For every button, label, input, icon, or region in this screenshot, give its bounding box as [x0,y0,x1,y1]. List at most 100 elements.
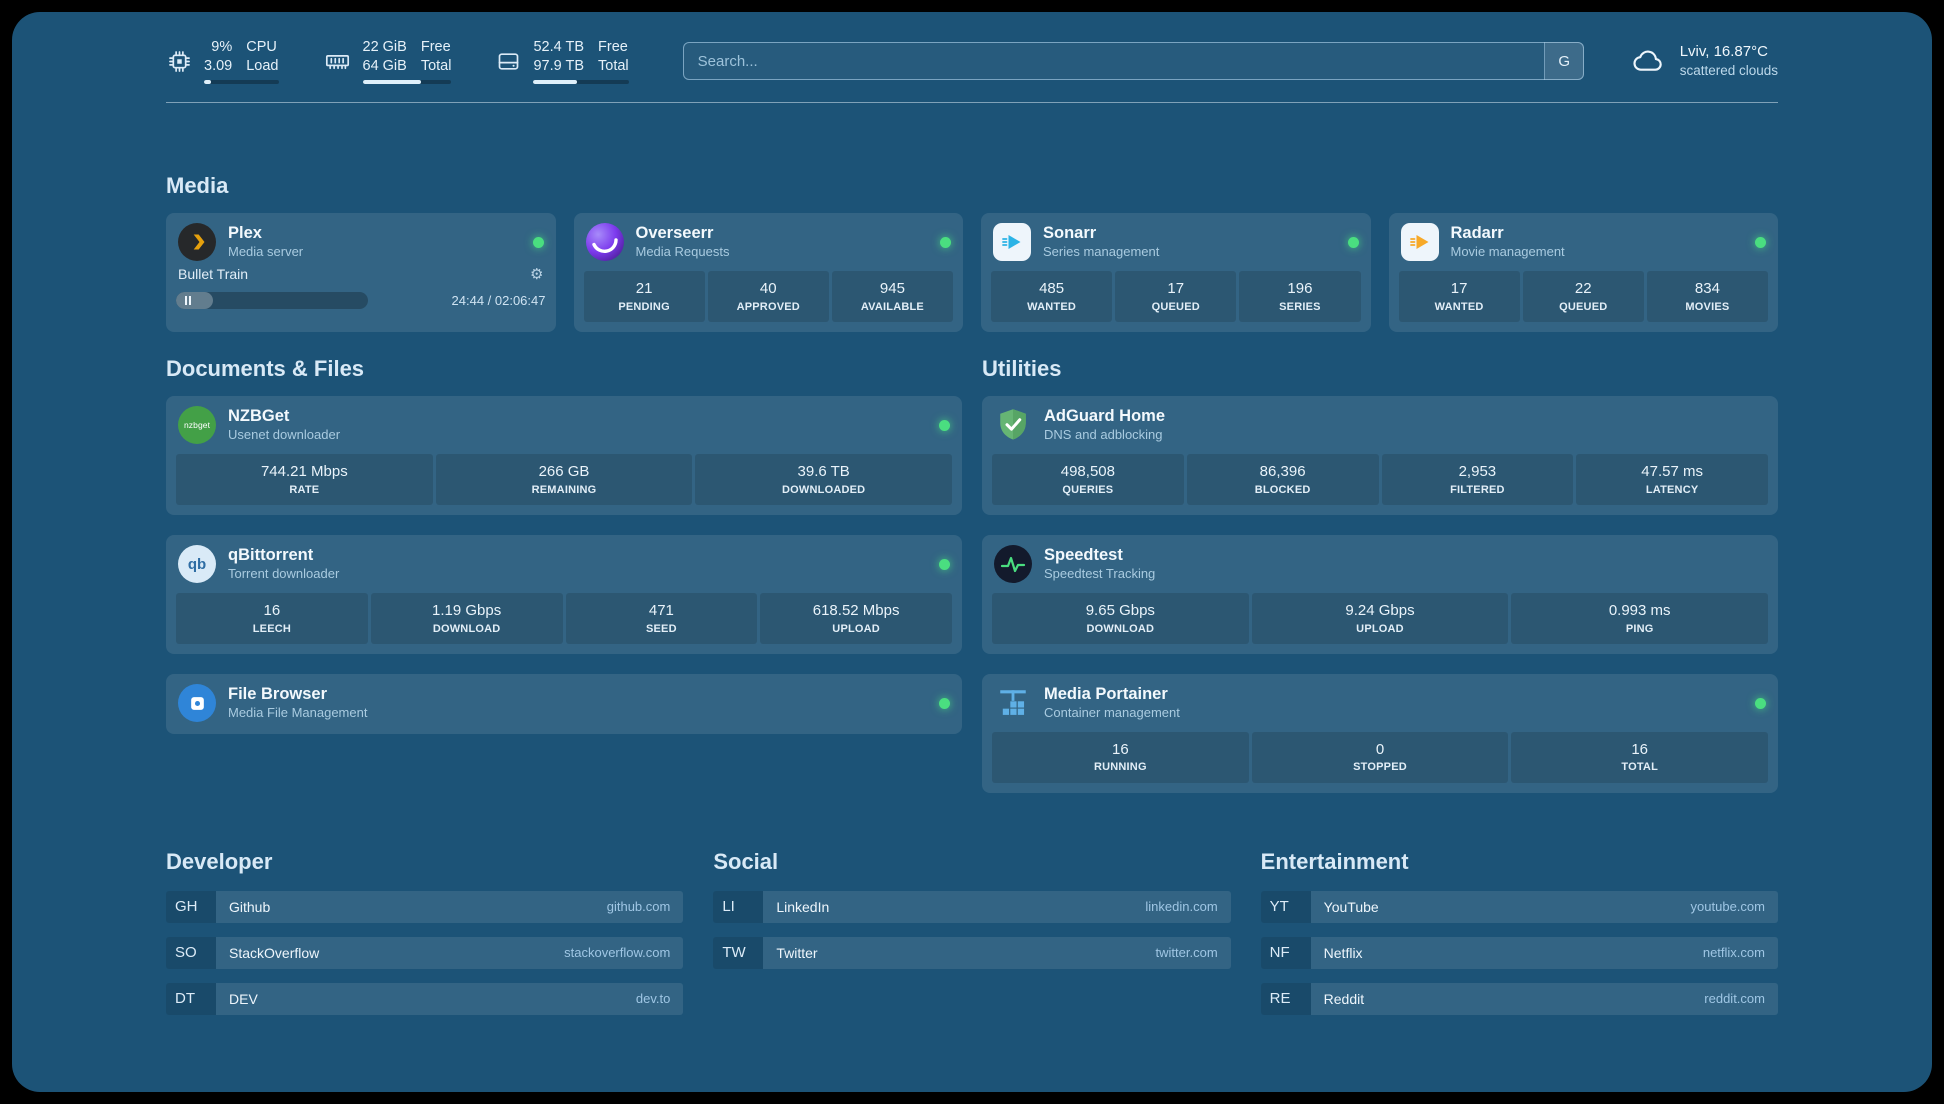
stat-wanted: 17 WANTED [1398,271,1520,322]
bookmark-url: github.com [606,899,671,915]
bookmark-url: netflix.com [1702,945,1765,961]
memory-progress-fill [362,80,422,84]
disk-progress-bar [533,80,629,84]
stat-latency: 47.57 ms LATENCY [1576,454,1768,505]
stat-stopped: 0 STOPPED [1251,732,1509,783]
service-card-speedtest[interactable]: Speedtest Speedtest Tracking 9.65 Gbps D… [982,534,1778,654]
overseerr-icon [585,223,624,262]
stat-leech: 16 LEECH [176,593,368,644]
weather-condition: scattered clouds [1679,63,1778,78]
status-dot [939,558,950,570]
memory-total-value: 64 GiB [362,58,407,74]
disk-widget: 52.4 TB 97.9 TB Free Total [495,38,629,84]
service-desc: Speedtest Tracking [1044,566,1156,582]
service-card-radarr[interactable]: Radarr Movie management 17 WANTED 22 QUE… [1388,213,1778,332]
stat-pending: 21 PENDING [583,271,705,322]
service-card-plex[interactable]: Plex Media server Bullet Train ⚙ 24:44 /… [166,213,556,332]
service-name: Plex [228,224,262,242]
playback-time: 24:44 / 02:06:47 [451,293,546,309]
service-name: Media Portainer [1044,684,1168,703]
playback-progress-fill [176,292,213,310]
bookmark-name: Reddit [1323,990,1365,1007]
bookmark-stackoverflow[interactable]: SO StackOverflow stackoverflow.com [166,936,684,969]
service-card-portainer[interactable]: Media Portainer Container management 16 … [982,673,1778,793]
bookmark-name: StackOverflow [229,944,320,961]
stat-rate: 744.21 Mbps RATE [176,454,433,505]
search-input[interactable] [682,42,1584,80]
bookmark-abbr: GH [166,890,216,923]
service-card-adguard[interactable]: AdGuard Home DNS and adblocking 498,508 … [982,395,1778,515]
section-title-social: Social [713,848,779,874]
bookmark-group-social: Social LI LinkedIn linkedin.com TW Twitte… [713,848,1231,969]
bookmark-github[interactable]: GH Github github.com [166,890,684,923]
now-playing-title: Bullet Train [178,266,249,283]
service-card-sonarr[interactable]: Sonarr Series management 485 WANTED 17 Q… [981,213,1371,332]
bookmark-netflix[interactable]: NF Netflix netflix.com [1260,936,1778,969]
section-title-utilities: Utilities [982,355,1062,381]
ram-icon [323,48,352,75]
memory-free-label: Free [420,39,451,55]
stat-ping: 0.993 ms PING [1511,593,1769,644]
service-name: NZBGet [228,406,290,425]
bookmark-abbr: YT [1260,890,1311,923]
speedtest-icon [994,545,1032,584]
status-dot [532,236,544,248]
bookmark-url: twitter.com [1155,945,1218,961]
sonarr-icon [993,223,1031,262]
service-name: File Browser [228,684,328,703]
bookmark-name: Github [229,898,271,915]
section-title-media: Media [166,173,229,198]
dashboard-page: 9% 3.09 CPU Load [12,12,1932,1092]
cpu-progress-bar [204,80,279,84]
topbar-divider [166,102,1778,103]
disk-icon [495,48,522,75]
bookmark-reddit[interactable]: RE Reddit reddit.com [1260,982,1778,1015]
stat-queued: 17 QUEUED [1115,271,1237,322]
stat-running: 16 RUNNING [992,732,1249,783]
gear-icon[interactable]: ⚙ [530,266,544,284]
stat-available: 945 AVAILABLE [831,271,954,322]
status-dot [1755,236,1766,248]
service-card-qbittorrent[interactable]: qb qBittorrent Torrent downloader 16 LEE… [166,534,962,654]
bookmark-group-entertainment: Entertainment YT YouTube youtube.com NF N… [1260,849,1778,1015]
stat-series: 196 SERIES [1239,271,1361,322]
memory-total-label: Total [420,58,452,74]
pause-icon[interactable] [185,296,191,306]
media-grid: Plex Media server Bullet Train ⚙ 24:44 /… [166,213,1778,332]
bookmark-abbr: LI [713,890,764,923]
service-card-nzbget[interactable]: nzbget NZBGet Usenet downloader 744.21 M… [166,395,962,515]
utilities-column: Utilities AdGuard Home DNS and adblockin… [982,356,1778,793]
stat-wanted: 485 WANTED [991,271,1113,322]
search-provider-button[interactable]: G [1543,42,1584,80]
service-desc: Usenet downloader [228,427,341,443]
bookmark-twitter[interactable]: TW Twitter twitter.com [713,936,1231,969]
service-desc: Media Requests [635,244,730,260]
filebrowser-icon [178,684,216,723]
stat-upload: 618.52 Mbps UPLOAD [760,593,952,644]
bookmark-abbr: TW [713,936,764,969]
service-name: Radarr [1450,224,1504,242]
bookmark-linkedin[interactable]: LI LinkedIn linkedin.com [713,890,1231,923]
bookmark-dev[interactable]: DT DEV dev.to [166,982,684,1015]
stat-upload: 9.24 Gbps UPLOAD [1251,593,1509,644]
disk-total-label: Total [598,58,629,74]
stat-download: 9.65 Gbps DOWNLOAD [992,593,1249,644]
bookmark-name: DEV [229,990,258,1007]
stat-movies: 834 MOVIES [1646,271,1769,322]
service-card-filebrowser[interactable]: File Browser Media File Management [166,673,962,735]
stat-download: 1.19 Gbps DOWNLOAD [370,593,563,644]
service-card-overseerr[interactable]: Overseerr Media Requests 21 PENDING 40 A… [573,213,963,332]
service-name: Overseerr [635,224,714,242]
bookmark-name: YouTube [1323,898,1379,915]
bookmark-url: stackoverflow.com [564,945,671,961]
disk-free-value: 52.4 TB [533,39,585,55]
bookmarks-grid: Developer GH Github github.com SO StackOv… [166,849,1778,1045]
bookmark-youtube[interactable]: YT YouTube youtube.com [1260,890,1778,923]
bookmark-name: LinkedIn [776,898,830,915]
service-desc: Media File Management [228,705,368,721]
resource-widgets: 9% 3.09 CPU Load [166,38,629,84]
bookmark-url: dev.to [635,991,671,1007]
section-title-documents: Documents & Files [166,355,365,381]
playback-progress-bar[interactable] [176,292,369,310]
radarr-icon [1400,223,1439,262]
